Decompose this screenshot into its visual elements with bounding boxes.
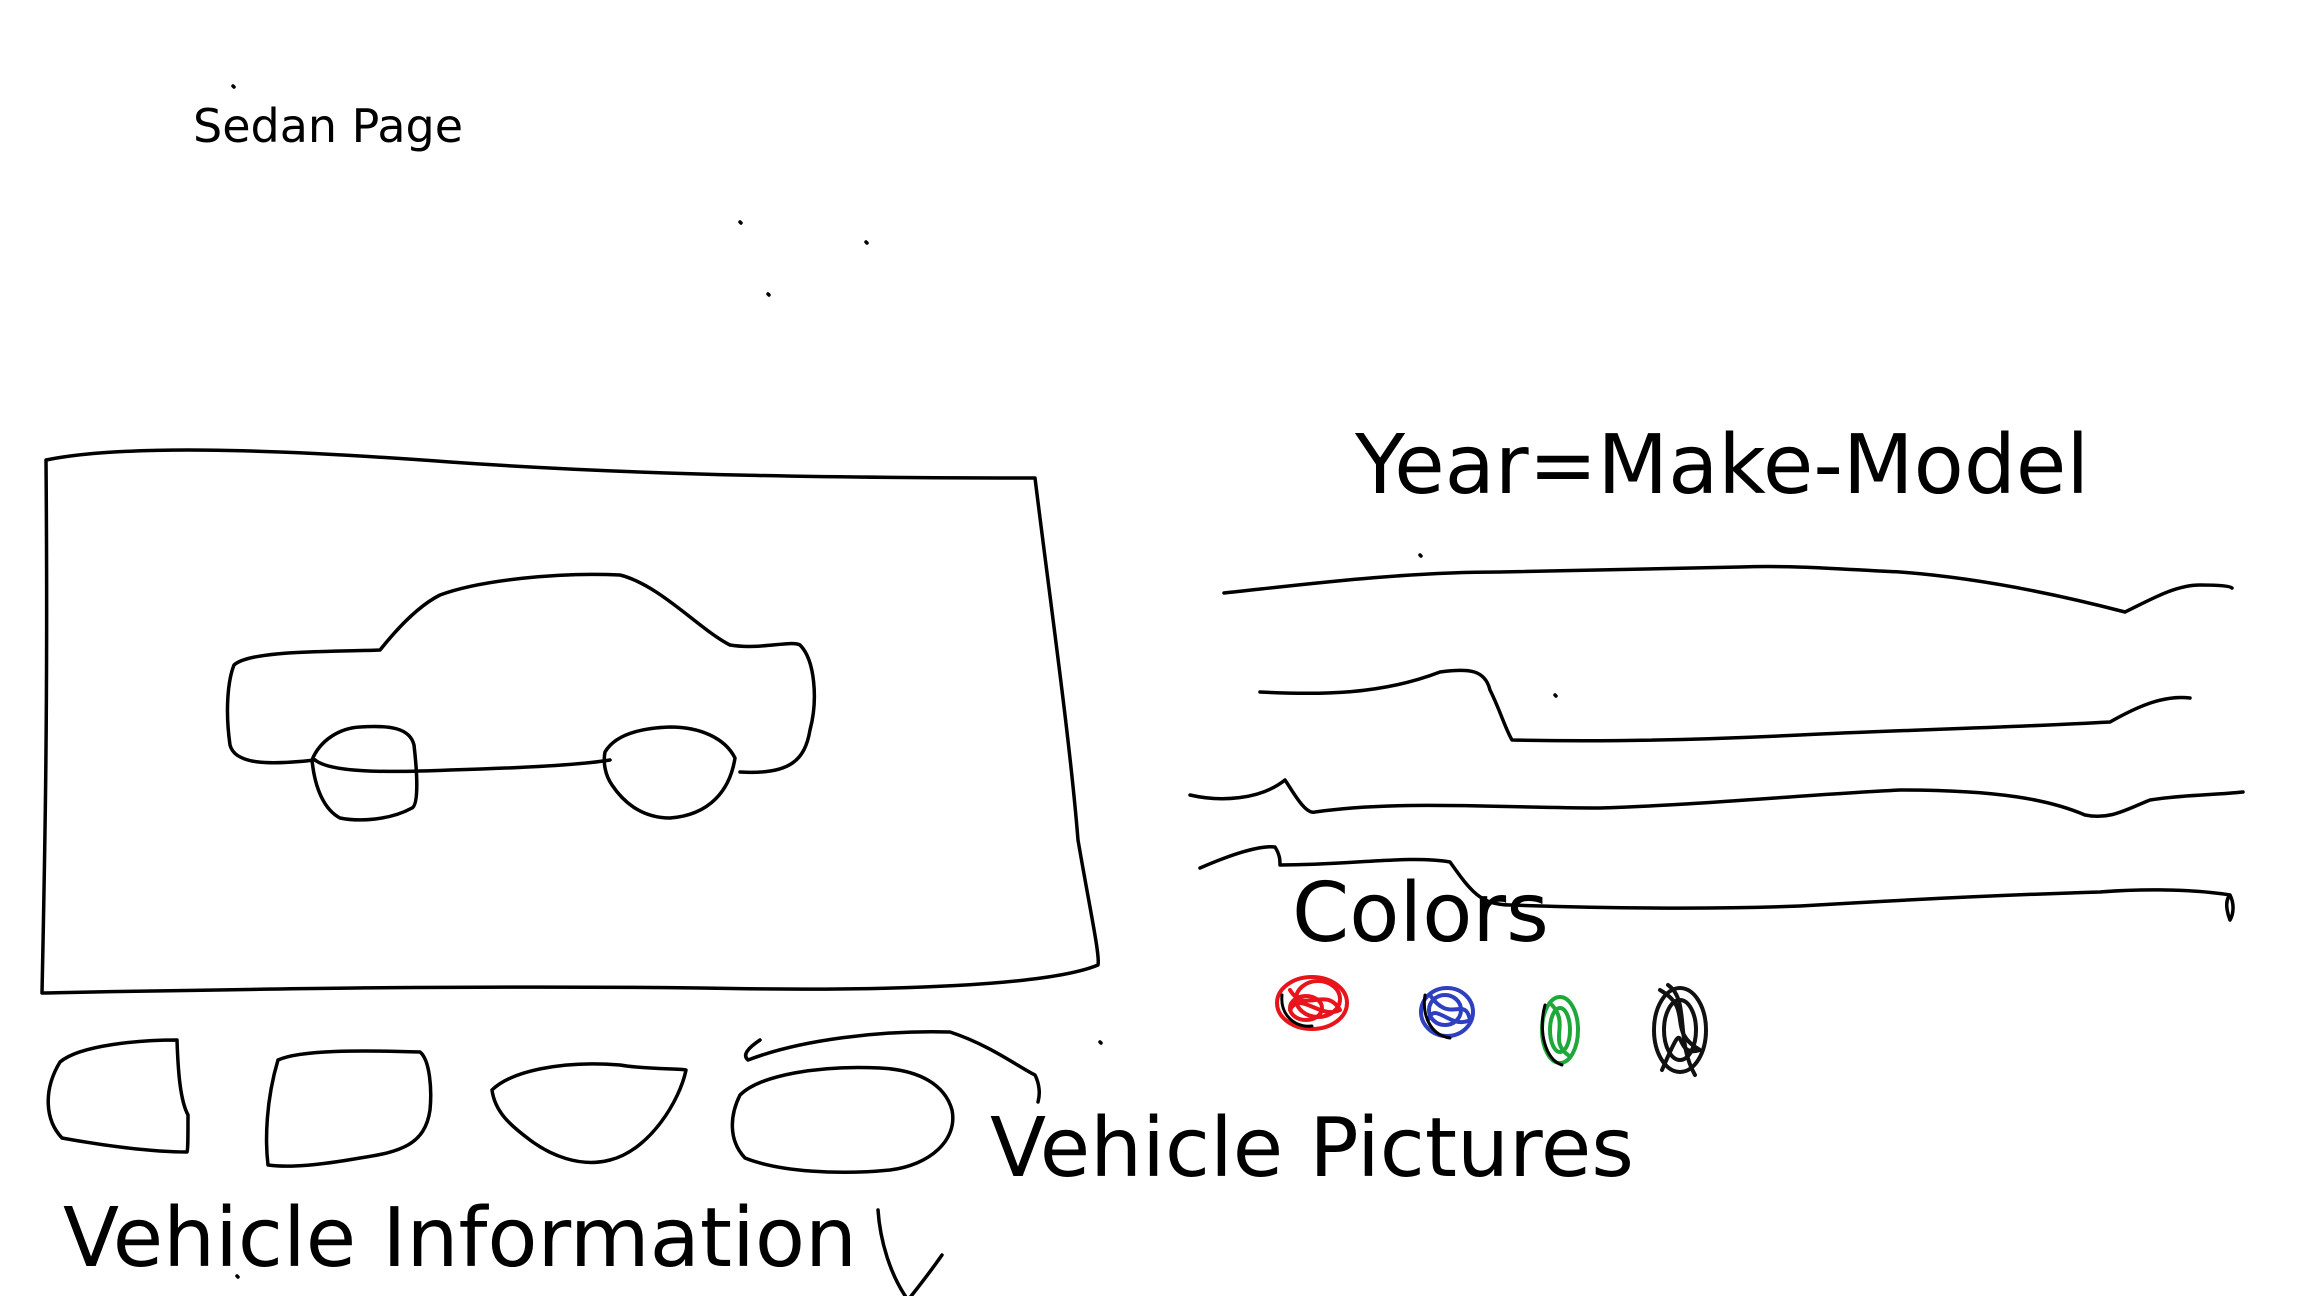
down-arrow-icon[interactable] (876, 1208, 944, 1296)
thumbnail-4[interactable] (730, 1065, 955, 1175)
main-image-frame[interactable] (40, 448, 1101, 995)
sketch-specks (231, 84, 1558, 1279)
page-title: Sedan Page (193, 99, 464, 153)
vehicle-title: Year=Make-Model (1355, 418, 2090, 513)
color-swatch-red[interactable] (1275, 975, 1349, 1031)
vehicle-description-lines (1188, 564, 2245, 922)
colors-label: Colors (1292, 866, 1549, 961)
color-swatch-blue[interactable] (1419, 986, 1475, 1040)
thumbnail-1[interactable] (46, 1038, 190, 1154)
thumbnail-3[interactable] (490, 1062, 688, 1165)
thumbnail-5-partial[interactable] (743, 1030, 1041, 1104)
color-swatches (1275, 975, 1708, 1077)
color-swatch-black[interactable] (1652, 983, 1708, 1077)
vehicle-thumbnails (46, 1030, 1041, 1175)
thumbnail-2[interactable] (264, 1049, 433, 1168)
vehicle-pictures-label: Vehicle Pictures (990, 1101, 1635, 1196)
car-icon (225, 572, 817, 822)
color-swatch-green[interactable] (1540, 995, 1580, 1067)
vehicle-information-label: Vehicle Information (63, 1191, 857, 1286)
